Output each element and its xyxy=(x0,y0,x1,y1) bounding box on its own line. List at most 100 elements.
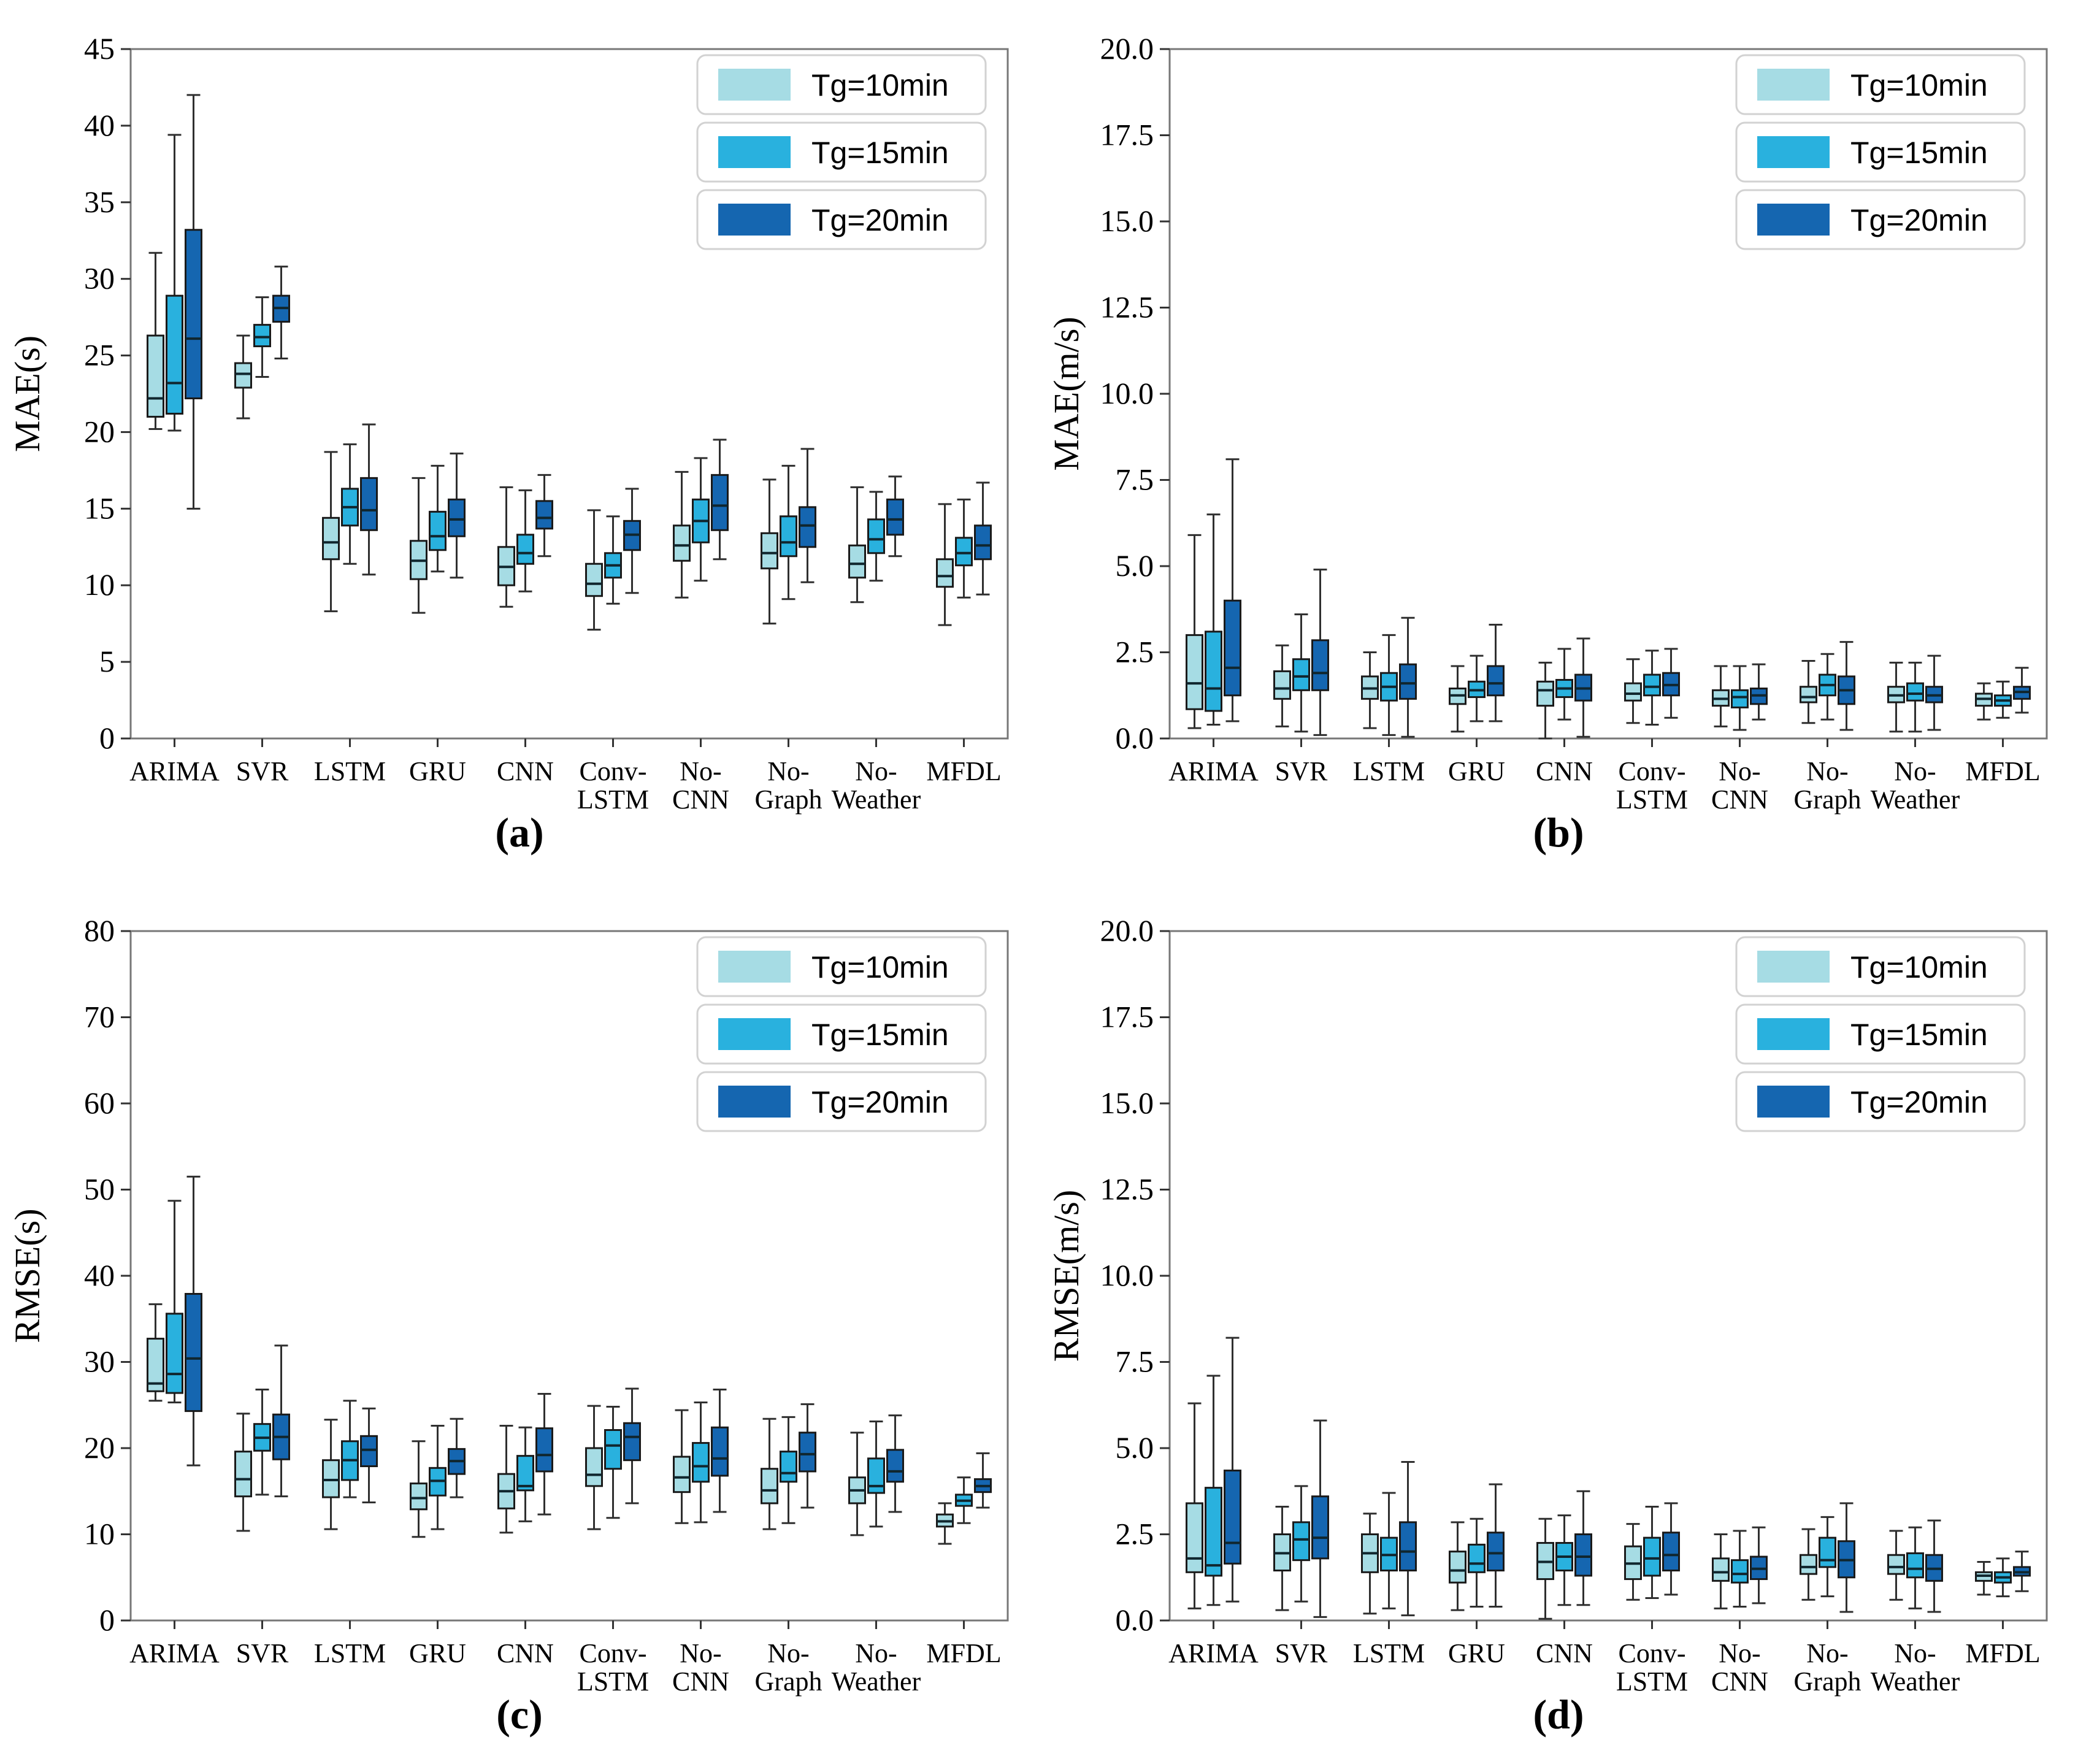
box-a-mfdl-Tg=20min xyxy=(974,481,992,596)
box-c-cnn-Tg=10min xyxy=(497,1424,515,1534)
box-a-arima-Tg=10min xyxy=(147,251,164,430)
box-b-arima-Tg=20min xyxy=(1224,458,1241,723)
category-label-gru: GRU xyxy=(409,1638,466,1668)
category-label-line: LSTM xyxy=(1353,1638,1425,1668)
category-label-line: CNN xyxy=(672,784,729,815)
box-c-no-weather-Tg=20min xyxy=(886,1414,904,1513)
category-label-no-graph: No-Graph xyxy=(1794,1638,1861,1697)
y-tick-label-d: 15.0 xyxy=(1100,1086,1154,1120)
iqr-box xyxy=(516,1455,534,1492)
box-c-no-weather-Tg=10min xyxy=(848,1432,866,1536)
category-label-line: Conv- xyxy=(1619,1638,1686,1668)
box-d-no-weather-Tg=10min xyxy=(1887,1530,1905,1601)
box-b-svr-Tg=15min xyxy=(1292,613,1310,733)
iqr-box xyxy=(1731,689,1749,708)
box-c-conv-lstm-Tg=20min xyxy=(623,1387,641,1505)
box-b-no-graph-Tg=10min xyxy=(1800,660,1817,724)
box-c-no-graph-Tg=20min xyxy=(799,1403,816,1509)
legend-label: Tg=10min xyxy=(1850,68,1988,102)
box-c-no-cnn-Tg=15min xyxy=(692,1402,710,1524)
y-tick-label-b: 7.5 xyxy=(1116,462,1154,497)
category-label-mfdl: MFDL xyxy=(1965,1638,2040,1668)
box-d-svr-Tg=15min xyxy=(1292,1485,1310,1603)
category-label-line: GRU xyxy=(409,1638,466,1668)
iqr-box xyxy=(673,1455,691,1494)
box-c-svr-Tg=10min xyxy=(234,1413,252,1532)
box-c-gru-Tg=10min xyxy=(410,1440,427,1538)
boxplot-rmse-seconds: 0 10 20 30 40 50 60 70 80 ARIMA SVR LSTM GRU CNN Conv-… xyxy=(7,913,1009,1697)
y-tick-label-c: 30 xyxy=(84,1344,115,1379)
category-label-line: No- xyxy=(1894,1638,1936,1668)
iqr-box xyxy=(761,532,778,570)
y-tick-label-b: 15.0 xyxy=(1100,204,1154,238)
box-a-no-weather-Tg=15min xyxy=(867,491,885,582)
box-d-no-graph-Tg=10min xyxy=(1800,1528,1817,1601)
category-label-no-graph: No-Graph xyxy=(755,756,822,815)
box-d-no-cnn-Tg=15min xyxy=(1731,1530,1749,1608)
box-b-no-cnn-Tg=10min xyxy=(1712,665,1730,727)
category-label-line: No- xyxy=(855,1638,897,1668)
box-d-mfdl-Tg=15min xyxy=(1994,1557,2012,1598)
category-label-gru: GRU xyxy=(1448,756,1505,786)
y-axis-title-c: RMSE(s) xyxy=(7,1208,47,1343)
legend-swatch xyxy=(1757,951,1830,983)
panel-rmse-ms: 0.0 2.5 5.0 7.5 10.0 12.5 15.0 17.5 20.0 ARIMA SVR… xyxy=(1039,882,2078,1764)
box-b-no-weather-Tg=10min xyxy=(1887,661,1905,733)
y-tick-label-a: 15 xyxy=(84,491,115,525)
box-b-arima-Tg=10min xyxy=(1186,534,1203,729)
legend-label: Tg=10min xyxy=(1850,950,1988,984)
box-a-gru-Tg=10min xyxy=(410,477,427,614)
legend-item-tg=15min: Tg=15min xyxy=(696,121,987,183)
box-b-cnn-Tg=15min xyxy=(1555,648,1573,721)
category-label-svr: SVR xyxy=(236,1638,289,1668)
iqr-box xyxy=(234,1451,252,1498)
y-tick-label-b: 2.5 xyxy=(1116,635,1154,669)
box-d-no-cnn-Tg=10min xyxy=(1712,1533,1730,1609)
category-label-line: No- xyxy=(1719,756,1760,786)
iqr-box xyxy=(1624,682,1642,702)
category-label-line: GRU xyxy=(409,756,466,786)
y-tick-label-c: 50 xyxy=(84,1172,115,1206)
box-c-gru-Tg=15min xyxy=(429,1424,447,1530)
box-c-gru-Tg=20min xyxy=(448,1417,466,1498)
category-label-no-weather: No-Weather xyxy=(1871,1638,1960,1697)
box-a-arima-Tg=20min xyxy=(185,94,202,510)
category-label-cnn: CNN xyxy=(1536,756,1593,786)
box-d-conv-lstm-Tg=20min xyxy=(1662,1502,1680,1596)
category-label-line: CNN xyxy=(497,1638,554,1668)
y-tick-label-a: 25 xyxy=(84,338,115,372)
y-tick-label-a: 20 xyxy=(84,414,115,448)
box-d-no-graph-Tg=15min xyxy=(1819,1516,1836,1598)
legend-swatch xyxy=(718,136,791,168)
y-axis-title-b: MAE(m/s) xyxy=(1046,316,1086,470)
box-d-gru-Tg=10min xyxy=(1449,1521,1466,1611)
legend-item-tg=10min: Tg=10min xyxy=(696,54,987,115)
category-label-line: Weather xyxy=(1871,1666,1960,1697)
box-a-mfdl-Tg=15min xyxy=(955,498,973,599)
iqr-box xyxy=(1399,663,1417,700)
panel-mae-ms: 0.0 2.5 5.0 7.5 10.0 12.5 15.0 17.5 20.0 ARIMA SVR… xyxy=(1039,0,2078,882)
box-a-no-graph-Tg=20min xyxy=(799,448,816,583)
box-b-lstm-Tg=20min xyxy=(1399,616,1417,738)
box-a-no-cnn-Tg=15min xyxy=(692,457,710,582)
box-d-arima-Tg=10min xyxy=(1186,1402,1203,1609)
legend-swatch xyxy=(718,204,791,236)
iqr-box xyxy=(1292,1521,1310,1562)
category-label-line: LSTM xyxy=(577,1666,649,1697)
legend-label: Tg=10min xyxy=(811,950,949,984)
box-c-mfdl-Tg=10min xyxy=(936,1502,954,1545)
category-label-line: CNN xyxy=(1711,1666,1768,1697)
legend-swatch xyxy=(718,1018,791,1050)
iqr-box xyxy=(1887,1554,1905,1575)
iqr-box xyxy=(673,524,691,562)
category-label-line: SVR xyxy=(1275,1638,1328,1668)
category-label-line: Graph xyxy=(1794,784,1861,815)
y-tick-label-a: 0 xyxy=(99,721,115,755)
y-tick-label-d: 20.0 xyxy=(1100,913,1154,948)
y-tick-label-c: 40 xyxy=(84,1258,115,1292)
box-c-lstm-Tg=10min xyxy=(322,1419,340,1530)
box-d-gru-Tg=15min xyxy=(1468,1517,1486,1608)
legend-item-tg=20min: Tg=20min xyxy=(1735,1071,2026,1132)
box-b-no-weather-Tg=15min xyxy=(1906,661,1924,733)
